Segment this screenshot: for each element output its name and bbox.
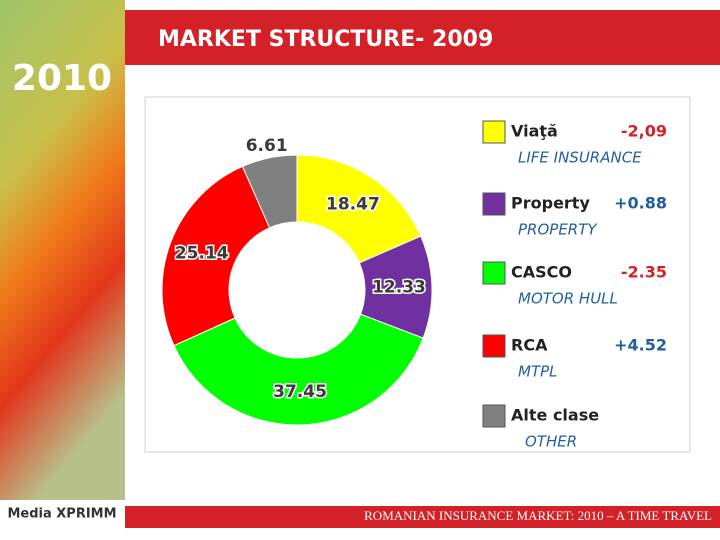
legend-swatch [482,404,506,428]
legend-label: Viaţă [511,122,558,141]
donut-segment [173,313,424,426]
legend-translation: MTPL [518,363,558,381]
donut-segment [296,154,422,264]
change-label: +0.88 [614,194,667,213]
legend-label: RCA [511,336,548,355]
data-label: 37.45 [273,382,327,402]
change-label: -2,09 [621,122,667,141]
donut-chart: 18.47 12.33 37.45 25.14 6.61 Viaţă LIFE INSURA… [161,120,667,451]
legend-translation: OTHER [525,433,577,451]
legend-swatch [482,334,506,358]
legend-swatch [482,192,506,216]
change-label: -2.35 [621,263,667,282]
side-photo [0,0,125,500]
legend-swatch [482,120,506,144]
footer-text: ROMANIAN INSURANCE MARKET: 2010 – A TIME… [364,508,712,523]
change-label: +4.52 [614,336,667,355]
footer-bar [125,506,720,528]
legend-translation: LIFE INSURANCE [518,149,642,167]
logo: 2010 [12,58,112,99]
data-label: 6.61 [246,136,288,156]
title-bar [125,10,720,65]
donut-segment [241,154,298,229]
legend-label: CASCO [511,263,572,282]
legend-translation: MOTOR HULL [518,290,618,308]
legend-translation: PROPERTY [518,221,598,239]
data-label: 18.47 [326,195,380,215]
legend-swatch [482,261,506,285]
legend-label: Alte clase [511,406,599,425]
donut-segment [161,165,271,347]
data-label: 25.14 [175,244,229,264]
data-label: 12.33 [372,278,426,298]
brand-box [0,500,125,532]
chart-title: MARKET STRUCTURE- 2009 [158,27,493,52]
legend-label: Property [511,194,590,213]
brand: Media XPRIMM [7,507,116,522]
